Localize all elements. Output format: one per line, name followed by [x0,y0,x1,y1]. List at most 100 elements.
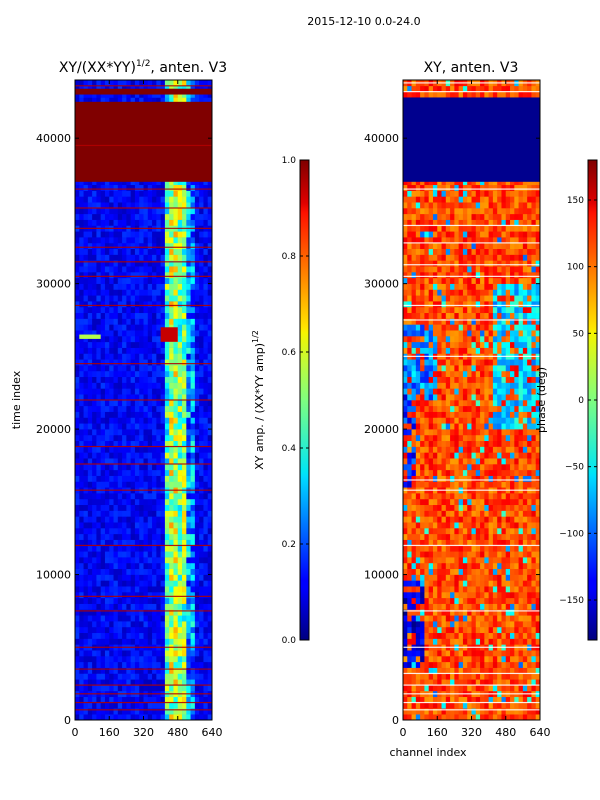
heatmap-cell [411,516,417,523]
heatmap-cell [199,178,204,186]
heatmap-cell [83,306,89,314]
heatmap-cell [492,545,498,552]
heatmap-cell [510,586,515,593]
heatmap-cell [428,673,434,680]
heatmap-cell [190,615,196,622]
heatmap-cell [501,626,507,634]
heatmap-cell [190,423,196,430]
heatmap-cell [164,394,170,401]
heatmap-cell [432,632,438,639]
heatmap-cell [484,574,489,581]
heatmap-cell [164,260,170,267]
heatmap-cell [122,213,127,220]
heatmap-cell [130,388,136,395]
heatmap-cell [484,545,489,552]
heatmap-cell [169,586,174,593]
heatmap-cell [194,353,200,360]
heatmap-cell [134,574,140,581]
heatmap-cell [156,452,161,459]
heatmap-cell [535,621,540,628]
heatmap-cell [501,679,507,686]
heatmap-cell [109,347,114,354]
heatmap-cell [441,498,447,506]
heatmap-cell [75,312,80,319]
heatmap-cell [117,568,123,575]
heatmap-cell [182,242,187,250]
heatmap-cell [501,574,507,581]
heatmap-cell [173,213,179,220]
heatmap-cell [79,91,84,98]
heatmap-cell [156,237,161,244]
heatmap-cell [152,510,157,517]
heatmap-cell [126,586,131,593]
heatmap-cell [518,528,524,535]
heatmap-cell [182,673,187,680]
heatmap-cell [83,685,89,692]
heatmap-cell [407,592,412,599]
heatmap-cell [445,626,451,634]
heatmap-cell [199,702,204,709]
heatmap-cell [467,528,472,535]
heatmap-cell [109,580,114,587]
heatmap-cell [83,213,89,220]
heatmap-cell [83,301,89,308]
heatmap-cell [79,609,84,616]
heatmap-cell [514,545,519,552]
heatmap-cell [514,603,519,610]
heatmap-cell [79,528,84,535]
heatmap-cell [164,301,170,308]
heatmap-cell [186,336,191,343]
heatmap-cell [92,626,97,634]
heatmap-cell [186,714,191,720]
heatmap-cell [75,411,80,418]
heatmap-cell [147,609,153,616]
heatmap-cell [96,248,101,255]
heatmap-cell [415,551,421,558]
heatmap-cell [173,568,179,575]
heatmap-cell [126,301,131,308]
heatmap-cell [458,580,464,587]
heatmap-cell [207,469,212,476]
heatmap-cell [96,574,101,581]
heatmap-cell [471,539,477,546]
heatmap-cell [203,318,209,325]
heatmap-cell [514,528,519,535]
heatmap-cell [514,656,519,663]
heatmap-cell [92,574,97,581]
heatmap-cell [450,638,455,645]
heatmap-cell [182,382,187,389]
heatmap-cell [199,557,204,564]
heatmap-cell [535,493,540,500]
heatmap-cell [156,714,161,720]
heatmap-cell [109,493,114,500]
heatmap-cell [96,382,101,389]
heatmap-cell [164,452,170,459]
heatmap-cell [109,318,114,325]
heatmap-cell [122,603,127,610]
heatmap-cell [92,539,97,546]
heatmap-cell [104,365,110,372]
heatmap-cell [83,178,89,186]
heatmap-cell [173,417,179,424]
heatmap-cell [450,626,455,634]
heatmap-cell [134,493,140,500]
heatmap-cell [190,365,196,372]
heatmap-cell [441,603,447,610]
heatmap-cell [104,178,110,186]
heatmap-cell [177,504,183,511]
heatmap-cell [160,650,166,657]
heatmap-cell [514,661,519,668]
heatmap-cell [152,237,157,244]
heatmap-cell [203,382,209,389]
heatmap-cell [79,661,84,668]
heatmap-cell [471,528,477,535]
heatmap-cell [535,714,540,720]
heatmap-cell [177,557,183,564]
heatmap-cell [152,696,157,703]
heatmap-cell [531,516,537,523]
heatmap-cell [522,626,528,634]
heatmap-cell [194,592,200,599]
heatmap-cell [92,434,97,442]
heatmap-cell [207,528,212,535]
heatmap-cell [130,347,136,354]
